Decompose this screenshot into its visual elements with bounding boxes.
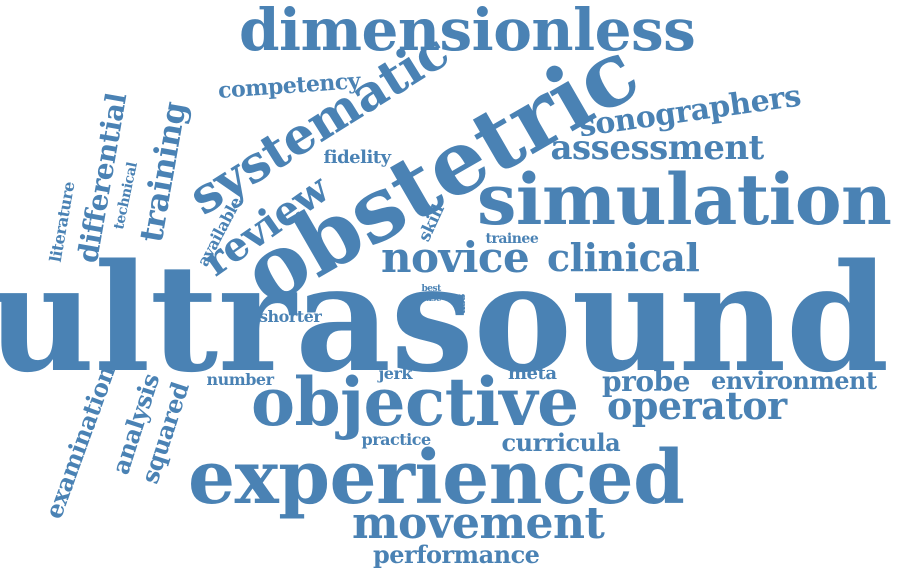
word-performance: performance: [373, 540, 540, 569]
word-clinical: clinical: [547, 235, 700, 280]
word-simulation: simulation: [477, 158, 892, 241]
word-probe: probe: [602, 365, 690, 398]
word-dimensionless: dimensionless: [239, 0, 696, 64]
word-training: training: [131, 98, 194, 246]
word-best: best: [421, 283, 442, 294]
word-trainee: trainee: [485, 231, 539, 247]
word-number: number: [206, 370, 275, 389]
word-movement: movement: [352, 498, 605, 549]
word-case: case: [421, 293, 442, 304]
word-operator: operator: [607, 383, 787, 428]
word-novice: novice: [381, 233, 530, 282]
word-objective: objective: [251, 363, 579, 441]
word-fidelity: fidelity: [323, 147, 392, 168]
word-environment: environment: [711, 366, 877, 395]
word-experienced: experienced: [188, 435, 685, 521]
word-practice: practice: [361, 430, 432, 449]
word-meta: meta: [508, 363, 557, 384]
word-shorter: shorter: [259, 307, 322, 326]
word-assessment: assessment: [550, 128, 765, 168]
word-jerk: jerk: [378, 364, 413, 383]
word-ultrasound: ultrasound: [0, 231, 889, 405]
word-ass: ass: [453, 294, 468, 314]
word-curricula: curricula: [501, 428, 621, 457]
